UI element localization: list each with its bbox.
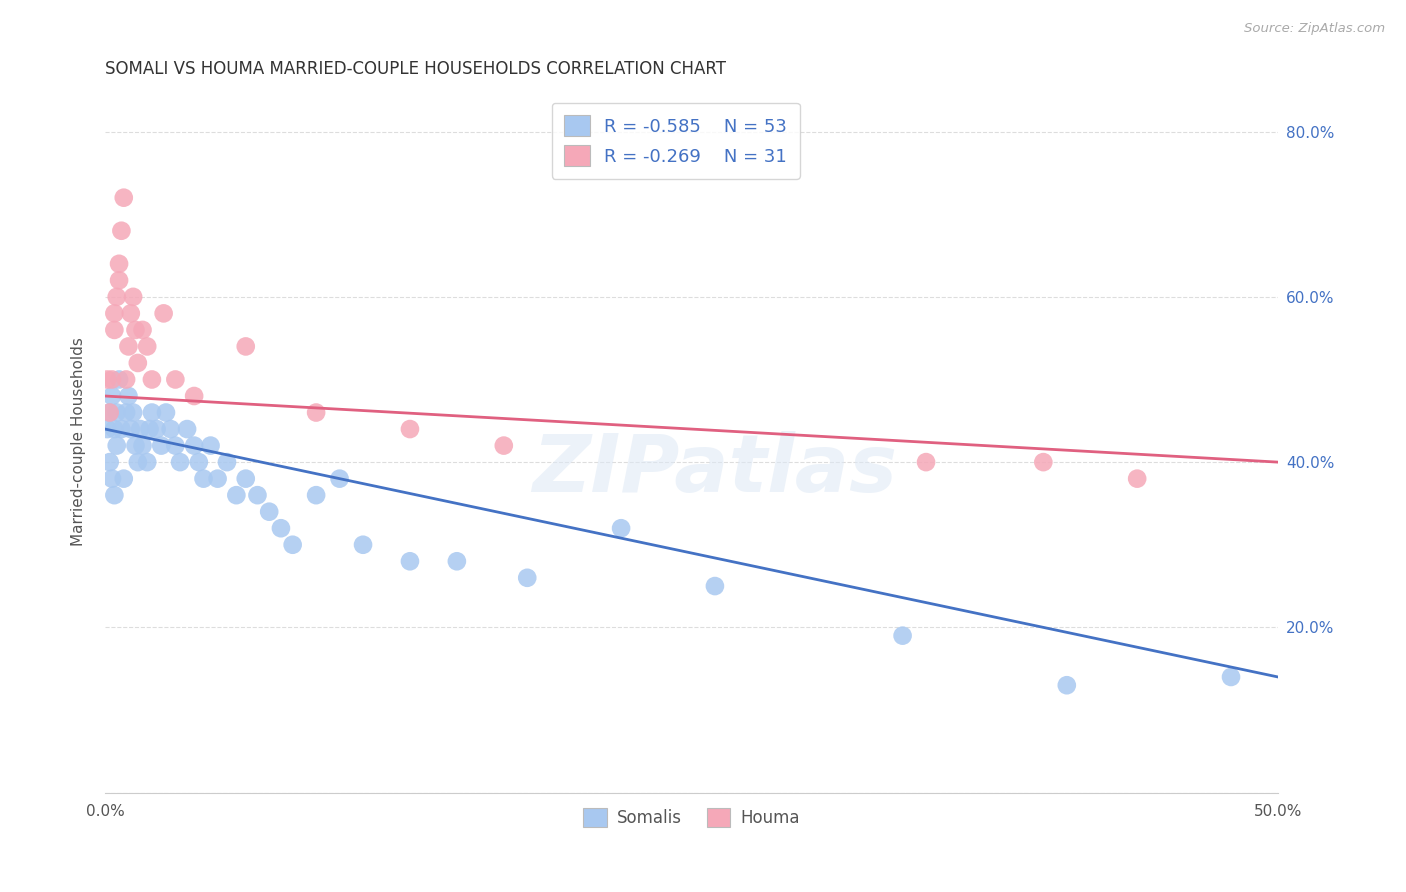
- Point: [610, 521, 633, 535]
- Point: [150, 439, 173, 453]
- Point: [235, 339, 257, 353]
- Point: [1220, 670, 1243, 684]
- Point: [108, 273, 131, 287]
- Point: [516, 571, 538, 585]
- Point: [329, 472, 352, 486]
- Point: [257, 505, 280, 519]
- Point: [131, 323, 153, 337]
- Point: [246, 488, 269, 502]
- Point: [159, 422, 181, 436]
- Point: [145, 422, 167, 436]
- Point: [105, 290, 128, 304]
- Point: [103, 306, 125, 320]
- Point: [235, 472, 257, 486]
- Point: [120, 306, 142, 320]
- Point: [138, 422, 160, 436]
- Point: [105, 405, 128, 419]
- Text: ZIPatlas: ZIPatlas: [533, 431, 897, 508]
- Point: [305, 405, 328, 419]
- Point: [215, 455, 238, 469]
- Point: [110, 224, 132, 238]
- Point: [225, 488, 247, 502]
- Point: [152, 306, 174, 320]
- Point: [352, 538, 374, 552]
- Point: [183, 389, 205, 403]
- Point: [165, 372, 187, 386]
- Point: [193, 472, 215, 486]
- Point: [98, 405, 121, 419]
- Point: [136, 455, 159, 469]
- Point: [96, 372, 118, 386]
- Point: [110, 422, 132, 436]
- Point: [108, 257, 131, 271]
- Point: [155, 405, 177, 419]
- Point: [281, 538, 304, 552]
- Point: [112, 191, 135, 205]
- Point: [115, 372, 138, 386]
- Point: [108, 372, 131, 386]
- Point: [122, 405, 145, 419]
- Point: [112, 472, 135, 486]
- Point: [117, 339, 139, 353]
- Point: [101, 372, 124, 386]
- Point: [105, 439, 128, 453]
- Point: [165, 439, 187, 453]
- Point: [127, 356, 149, 370]
- Point: [187, 455, 209, 469]
- Point: [183, 439, 205, 453]
- Point: [207, 472, 229, 486]
- Point: [891, 629, 914, 643]
- Point: [492, 439, 515, 453]
- Point: [117, 389, 139, 403]
- Point: [915, 455, 938, 469]
- Point: [98, 405, 121, 419]
- Text: SOMALI VS HOUMA MARRIED-COUPLE HOUSEHOLDS CORRELATION CHART: SOMALI VS HOUMA MARRIED-COUPLE HOUSEHOLD…: [105, 60, 725, 78]
- Point: [124, 323, 146, 337]
- Point: [103, 488, 125, 502]
- Point: [1032, 455, 1054, 469]
- Point: [141, 372, 163, 386]
- Point: [399, 554, 422, 568]
- Point: [131, 439, 153, 453]
- Text: Source: ZipAtlas.com: Source: ZipAtlas.com: [1244, 22, 1385, 36]
- Point: [176, 422, 198, 436]
- Point: [101, 472, 124, 486]
- Point: [305, 488, 328, 502]
- Point: [98, 455, 121, 469]
- Point: [129, 422, 152, 436]
- Point: [446, 554, 468, 568]
- Point: [169, 455, 191, 469]
- Point: [200, 439, 222, 453]
- Legend: Somalis, Houma: Somalis, Houma: [576, 801, 806, 833]
- Point: [101, 389, 124, 403]
- Point: [270, 521, 292, 535]
- Point: [127, 455, 149, 469]
- Y-axis label: Married-couple Households: Married-couple Households: [72, 337, 86, 546]
- Point: [115, 405, 138, 419]
- Point: [703, 579, 725, 593]
- Point: [1056, 678, 1078, 692]
- Point: [103, 422, 125, 436]
- Point: [136, 339, 159, 353]
- Point: [124, 439, 146, 453]
- Point: [122, 290, 145, 304]
- Point: [103, 323, 125, 337]
- Point: [141, 405, 163, 419]
- Point: [399, 422, 422, 436]
- Point: [1126, 472, 1149, 486]
- Point: [96, 422, 118, 436]
- Point: [120, 422, 142, 436]
